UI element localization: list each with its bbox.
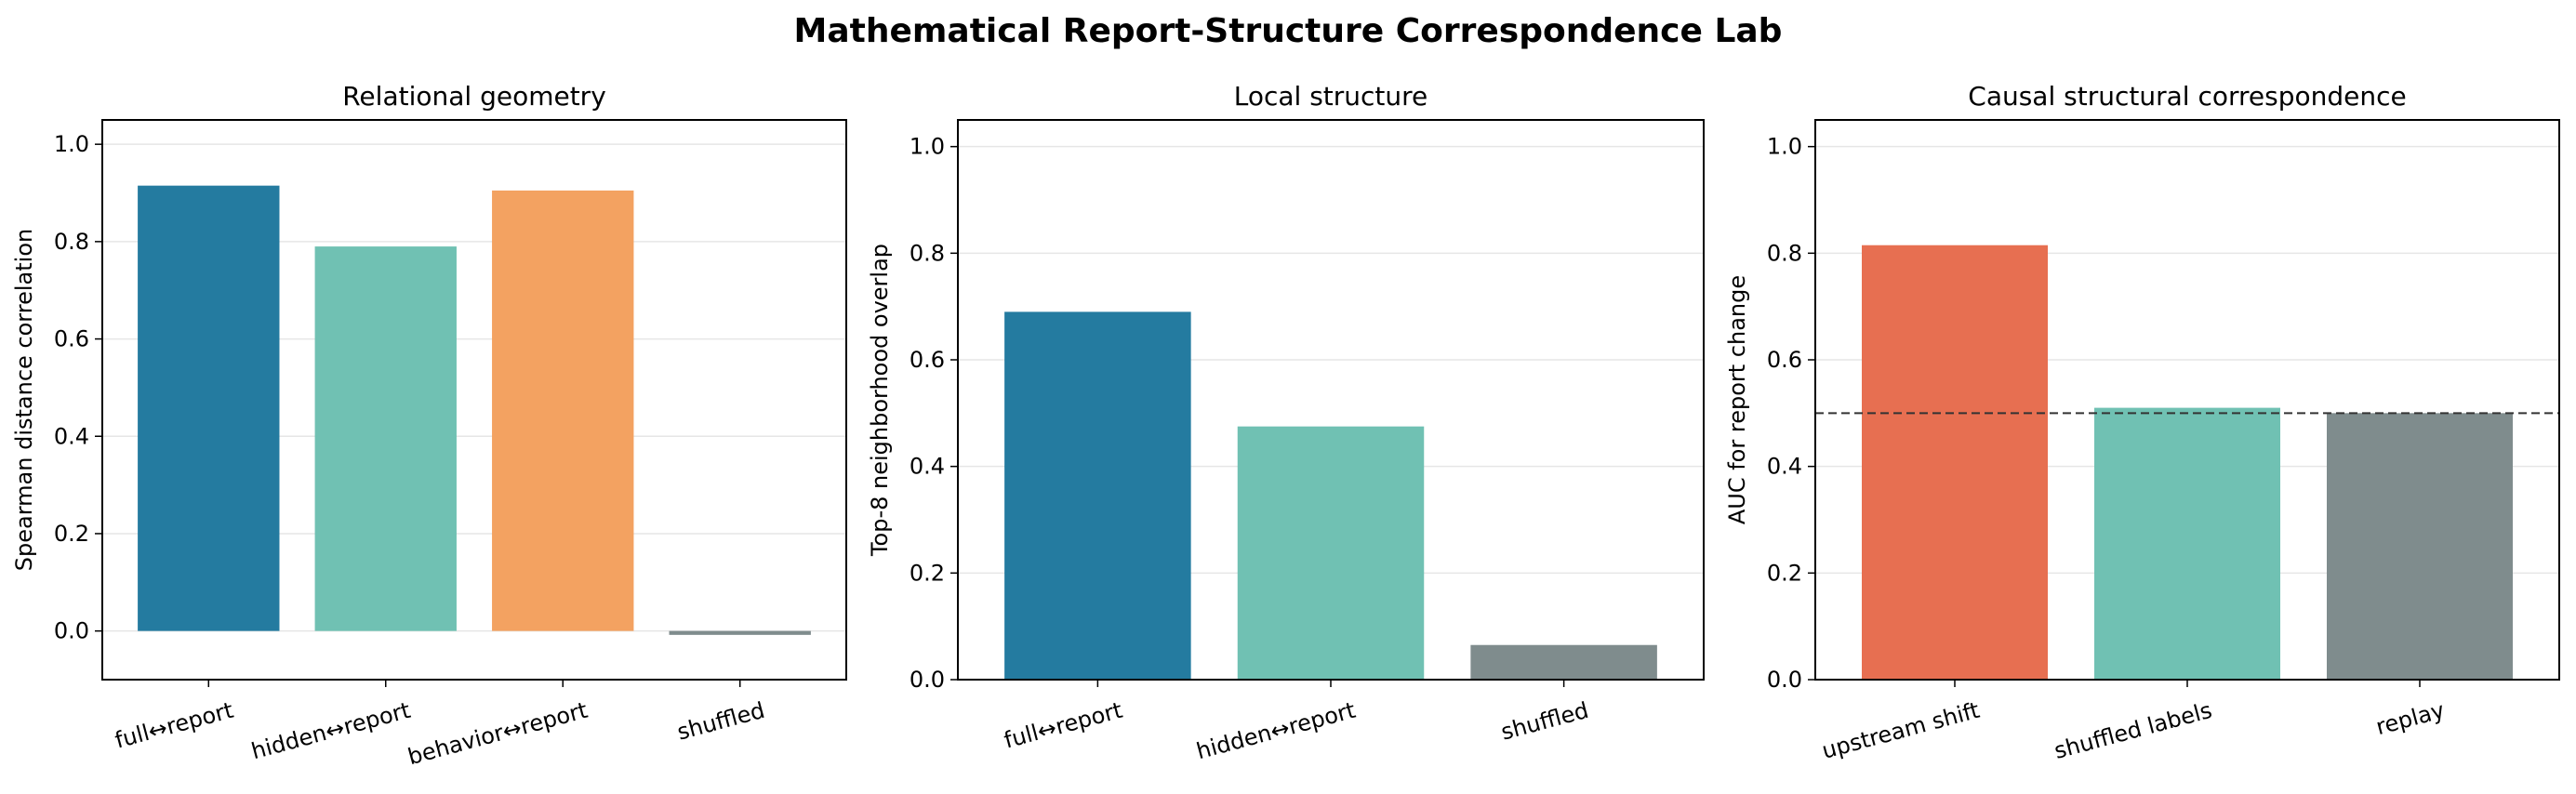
axes-frame	[101, 119, 847, 681]
x-tick-label: full↔report	[113, 697, 236, 754]
x-tick-label: full↔report	[1002, 697, 1125, 754]
x-tick-label: shuffled	[674, 697, 767, 746]
y-tick-label: 0.0	[54, 618, 89, 644]
chart-panel-2: 0.0 0.2 0.4 0.6 0.8 1.0 full↔report hidden↔repo…	[867, 81, 1705, 765]
bar-2	[1237, 426, 1425, 680]
figure-title: Mathematical Report-Structure Correspond…	[794, 12, 1783, 50]
y-tick-label: 0.0	[1767, 667, 1802, 693]
chart-title: Relational geometry	[342, 81, 606, 112]
bar-3	[1470, 644, 1657, 680]
chart-title: Local structure	[1234, 81, 1428, 112]
x-tick-label: hidden↔report	[248, 697, 413, 765]
y-tick-label: 1.0	[54, 131, 89, 157]
chart-panel-1: 0.0 0.2 0.4 0.6 0.8 1.0 full↔report hidden↔repo…	[11, 81, 847, 770]
bar-1	[1004, 311, 1191, 680]
y-axis-label: AUC for report change	[1724, 275, 1750, 524]
x-tick-label: hidden↔report	[1194, 697, 1359, 765]
x-tick-label: shuffled	[1498, 697, 1591, 746]
y-tick-label: 0.6	[54, 326, 89, 352]
y-axis-label: Top-8 neighborhood overlap	[867, 244, 893, 557]
x-tick-label: behavior↔report	[405, 697, 591, 770]
y-tick-label: 0.8	[54, 229, 89, 255]
y-tick-label: 0.8	[1767, 240, 1802, 266]
bar-3	[2327, 413, 2513, 680]
y-tick-label: 1.0	[910, 134, 945, 160]
y-axis-label: Spearman distance correlation	[11, 229, 37, 571]
y-tick-label: 0.8	[910, 240, 945, 266]
bar-3	[492, 190, 634, 631]
bar-1	[138, 185, 280, 631]
y-tick-label: 0.4	[54, 423, 89, 449]
chart-panel-3: 0.0 0.2 0.4 0.6 0.8 1.0 upstream shift shuffled…	[1724, 81, 2560, 764]
x-tick-label: replay	[2373, 697, 2448, 740]
y-tick-label: 0.2	[1767, 560, 1802, 586]
x-tick-label: shuffled labels	[2052, 697, 2215, 764]
y-tick-label: 1.0	[1767, 134, 1802, 160]
x-tick-label: upstream shift	[1819, 697, 1982, 764]
y-tick-label: 0.2	[54, 521, 89, 547]
bar-4	[669, 630, 811, 635]
bar-2	[314, 246, 457, 631]
y-tick-label: 0.6	[910, 347, 945, 373]
y-tick-label: 0.2	[910, 560, 945, 586]
y-tick-label: 0.4	[1767, 454, 1802, 480]
chart-title: Causal structural correspondence	[1968, 81, 2406, 112]
y-tick-label: 0.0	[910, 667, 945, 693]
bar-1	[1862, 245, 2048, 680]
bar-2	[2094, 407, 2280, 680]
y-tick-label: 0.4	[910, 454, 945, 480]
y-tick-label: 0.6	[1767, 347, 1802, 373]
